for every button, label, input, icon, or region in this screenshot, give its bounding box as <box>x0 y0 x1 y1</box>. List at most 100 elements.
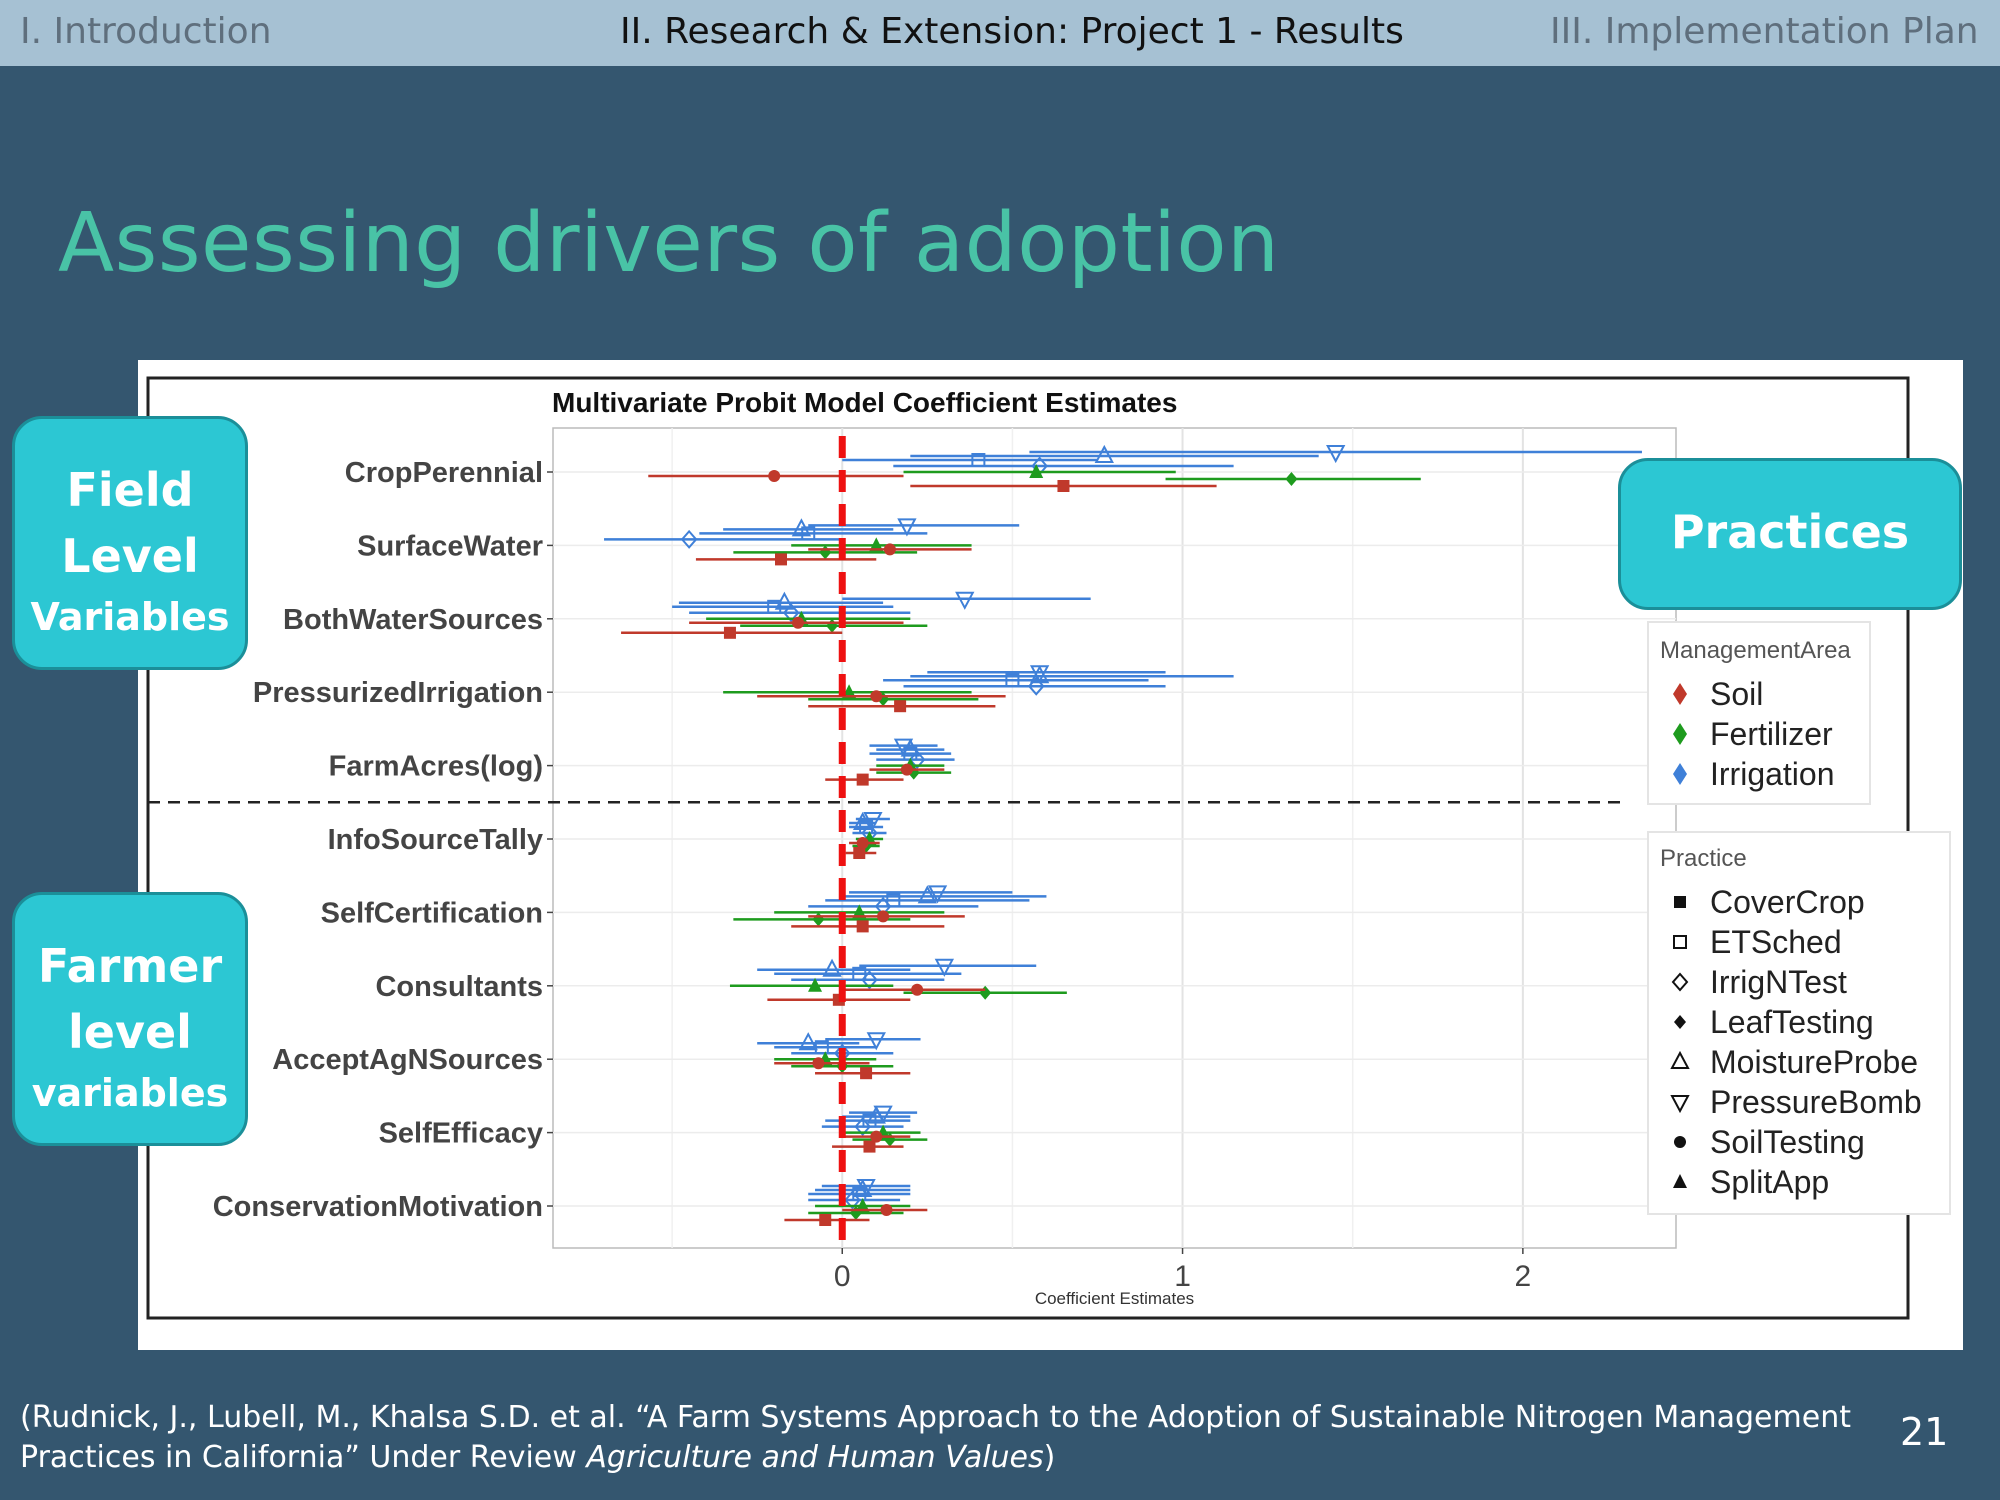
legend-practice-label: ETSched <box>1710 924 1842 960</box>
point-split-app <box>1673 1174 1687 1188</box>
legend-management-key <box>1673 683 1687 705</box>
point-split-app <box>869 537 884 552</box>
legend-management-label: Irrigation <box>1710 756 1835 792</box>
citation-end: ) <box>1043 1440 1056 1475</box>
citation-journal: Agriculture and Human Values <box>586 1440 1044 1475</box>
y-tick-label: Consultants <box>375 971 543 1003</box>
point-moisture-probe <box>798 1032 818 1051</box>
point-pressure-bomb <box>897 518 917 537</box>
plot-area <box>552 427 1677 1249</box>
point-cover-crop <box>856 773 869 786</box>
y-tick-label: FarmAcres(log) <box>329 751 543 783</box>
point-soil-testing <box>877 910 890 923</box>
chart-title: Multivariate Probit Model Coefficient Es… <box>552 387 1177 418</box>
x-axis-label: Coefficient Estimates <box>1035 1289 1194 1308</box>
y-tick-label: SurfaceWater <box>357 530 543 562</box>
coefficient-chart: Multivariate Probit Model Coefficient Es… <box>146 376 1951 1320</box>
legend-practice-label: CoverCrop <box>1710 884 1865 920</box>
x-tick-label: 0 <box>834 1260 851 1293</box>
point-irrign-test <box>908 750 926 770</box>
point-leaf-testing <box>1674 1015 1686 1029</box>
nav-introduction[interactable]: I. Introduction <box>20 11 272 52</box>
point-soil-testing <box>812 1057 825 1070</box>
point-pressure-bomb <box>863 812 883 831</box>
field-level-callout: Field Level Variables <box>12 416 248 670</box>
point-soil-testing <box>870 1130 883 1143</box>
point-irrign-test <box>854 1117 872 1137</box>
point-pressure-bomb <box>873 1105 893 1124</box>
nav-research-results[interactable]: II. Research & Extension: Project 1 - Re… <box>620 11 1404 52</box>
legend-management-key <box>1673 723 1687 745</box>
citation-text: (Rudnick, J., Lubell, M., Khalsa S.D. et… <box>20 1400 1851 1475</box>
point-leaf-testing <box>1285 472 1298 486</box>
point-soil-testing <box>900 763 913 776</box>
point-cover-crop <box>856 920 869 933</box>
field-callout-line2: Level <box>61 529 199 583</box>
point-cover-crop <box>863 1140 876 1153</box>
point-cover-crop <box>723 626 736 639</box>
y-tick-label: ConservationMotivation <box>213 1191 543 1223</box>
point-moisture-probe <box>1094 444 1114 463</box>
point-irrign-test <box>1027 676 1045 696</box>
practices-callout-label: Practices <box>1670 505 1910 559</box>
legend-practice-label: SoilTesting <box>1710 1124 1865 1160</box>
legend-management-key <box>1673 763 1687 785</box>
point-pressure-bomb <box>866 1032 886 1051</box>
legend-practice-label: IrrigNTest <box>1710 964 1847 1000</box>
legend-practice-title: Practice <box>1660 845 1747 872</box>
point-irrign-test <box>782 603 800 623</box>
point-moisture-probe <box>853 1178 873 1197</box>
point-cover-crop <box>775 553 788 566</box>
point-cover-crop <box>894 700 907 713</box>
point-soil-testing <box>1674 1136 1686 1148</box>
point-cover-crop <box>860 1067 873 1080</box>
slide-title: Assessing drivers of adoption <box>58 196 1280 291</box>
x-tick-label: 2 <box>1515 1260 1532 1293</box>
point-et-sched <box>1673 935 1687 949</box>
point-soil-testing <box>880 1204 893 1216</box>
y-tick-label: CropPerennial <box>345 457 543 489</box>
y-tick-label: SelfCertification <box>321 897 543 929</box>
farmer-callout-line1: Farmer <box>37 939 223 993</box>
point-irrign-test <box>861 970 878 990</box>
point-moisture-probe <box>917 885 937 904</box>
y-tick-label: InfoSourceTally <box>328 824 543 856</box>
point-moisture-probe <box>774 591 795 610</box>
legend-practice-label: LeafTesting <box>1710 1004 1874 1040</box>
point-leaf-testing <box>907 765 920 780</box>
y-tick-label: PressurizedIrrigation <box>253 677 543 709</box>
point-soil-testing <box>768 470 781 482</box>
page-number: 21 <box>1900 1410 1949 1454</box>
legend-management-label: Fertilizer <box>1710 716 1833 752</box>
point-cover-crop <box>819 1214 832 1226</box>
point-cover-crop <box>853 847 866 859</box>
point-moisture-probe <box>822 958 842 977</box>
top-navigation-bar: I. Introduction II. Research & Extension… <box>0 0 2000 66</box>
point-soil-testing <box>792 616 805 629</box>
point-moisture-probe <box>1670 1050 1690 1069</box>
farmer-callout-line3: variables <box>31 1071 229 1115</box>
point-pressure-bomb <box>934 958 955 977</box>
citation: (Rudnick, J., Lubell, M., Khalsa S.D. et… <box>20 1398 1860 1478</box>
legend-practice-box <box>1647 831 1951 1215</box>
point-pressure-bomb <box>893 738 914 757</box>
nav-implementation-plan[interactable]: III. Implementation Plan <box>1550 11 1979 52</box>
point-split-app <box>855 1198 870 1212</box>
point-pressure-bomb <box>1029 665 1050 684</box>
point-irrign-test <box>844 1190 861 1210</box>
farmer-level-callout: Farmer level variables <box>12 892 248 1146</box>
farmer-callout-line2: level <box>68 1005 192 1059</box>
point-irrign-test <box>1671 972 1689 992</box>
legend-management-label: Soil <box>1710 676 1763 712</box>
point-soil-testing <box>856 837 869 849</box>
point-split-app <box>852 904 867 919</box>
y-tick-label: SelfEfficacy <box>379 1118 543 1150</box>
legend-management-title: ManagementArea <box>1660 637 1851 664</box>
y-tick-label: BothWaterSources <box>283 604 543 636</box>
point-cover-crop <box>1057 480 1070 492</box>
point-irrign-test <box>680 529 698 549</box>
point-pressure-bomb <box>927 885 948 904</box>
point-cover-crop <box>1674 896 1686 908</box>
point-moisture-probe <box>791 518 812 537</box>
point-pressure-bomb <box>1670 1095 1690 1114</box>
